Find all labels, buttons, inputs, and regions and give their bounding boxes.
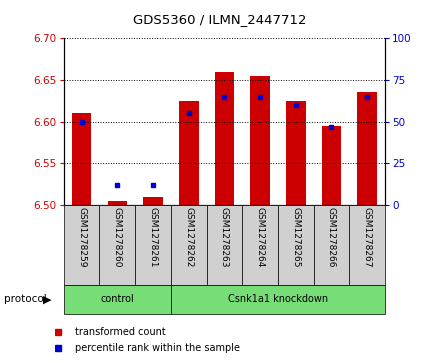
Bar bbox=[286, 101, 306, 205]
Bar bbox=[171, 285, 385, 314]
Bar bbox=[143, 197, 163, 205]
Bar bbox=[206, 205, 242, 285]
Text: GSM1278260: GSM1278260 bbox=[113, 208, 122, 268]
Bar bbox=[72, 113, 92, 205]
Text: ▶: ▶ bbox=[43, 294, 51, 305]
Bar bbox=[99, 205, 135, 285]
Text: protocol: protocol bbox=[4, 294, 47, 305]
Text: GDS5360 / ILMN_2447712: GDS5360 / ILMN_2447712 bbox=[133, 13, 307, 26]
Text: GSM1278261: GSM1278261 bbox=[149, 208, 158, 268]
Bar bbox=[171, 205, 206, 285]
Text: GSM1278267: GSM1278267 bbox=[363, 208, 372, 268]
Bar bbox=[357, 93, 377, 205]
Bar bbox=[107, 201, 127, 205]
Bar bbox=[215, 72, 234, 205]
Text: GSM1278259: GSM1278259 bbox=[77, 208, 86, 268]
Text: transformed count: transformed count bbox=[75, 327, 165, 337]
Bar bbox=[64, 285, 171, 314]
Text: Csnk1a1 knockdown: Csnk1a1 knockdown bbox=[228, 294, 328, 305]
Bar bbox=[242, 205, 278, 285]
Text: GSM1278266: GSM1278266 bbox=[327, 208, 336, 268]
Bar bbox=[64, 205, 99, 285]
Text: percentile rank within the sample: percentile rank within the sample bbox=[75, 343, 240, 352]
Text: GSM1278265: GSM1278265 bbox=[291, 208, 300, 268]
Text: GSM1278262: GSM1278262 bbox=[184, 208, 193, 268]
Bar bbox=[278, 205, 314, 285]
Text: control: control bbox=[100, 294, 134, 305]
Bar bbox=[349, 205, 385, 285]
Bar bbox=[314, 205, 349, 285]
Text: GSM1278263: GSM1278263 bbox=[220, 208, 229, 268]
Bar bbox=[135, 205, 171, 285]
Bar bbox=[179, 101, 198, 205]
Text: GSM1278264: GSM1278264 bbox=[256, 208, 264, 268]
Bar bbox=[250, 76, 270, 205]
Bar bbox=[322, 126, 341, 205]
